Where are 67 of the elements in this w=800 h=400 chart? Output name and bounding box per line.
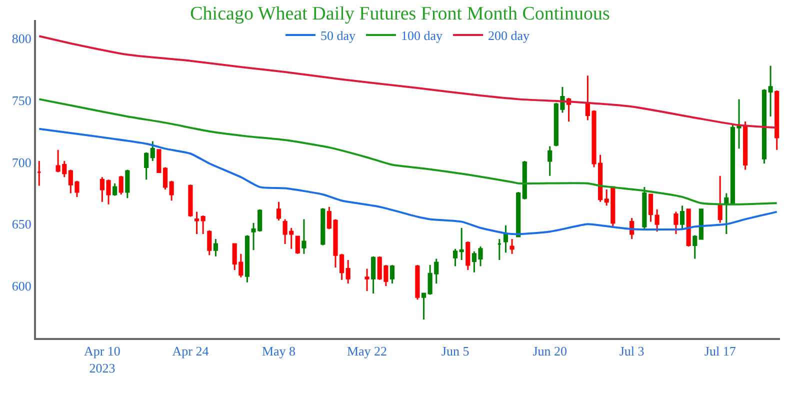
candlestick [194,211,200,235]
candlestick [516,191,521,238]
candlestick [415,264,420,300]
y-tick-label: 650 [12,216,32,232]
candlestick [421,292,426,320]
candlestick [774,90,780,151]
candlestick [144,152,149,180]
candlestick [125,168,130,199]
candlestick [718,175,722,224]
candlestick [692,234,698,260]
candlestick [452,248,458,267]
candlestick [680,204,685,230]
candlestick [642,186,647,230]
candlestick [648,194,654,222]
x-tick-label: Jun 20 [532,344,568,359]
candlestick [654,208,660,232]
candlestick [762,88,767,164]
candlestick [156,149,162,173]
x-tick-label: Jun 5 [441,344,470,359]
candlestick [200,214,206,235]
y-tick-label: 800 [12,31,32,46]
candlestick [169,180,174,202]
candlestick [686,208,691,248]
candlestick [522,160,527,200]
candlestick [510,238,514,255]
candlestick [743,120,748,170]
candlestick [768,65,773,118]
x-tick-label: May 8 [262,344,296,359]
chart-title: Chicago Wheat Daily Futures Front Month Continuous [190,3,610,24]
x-tick-label: Jul 3 [619,344,644,359]
legend-label: 50 day [320,28,356,44]
candlestick [112,182,118,196]
candlestick [162,166,168,190]
candlestick [150,140,155,162]
candlestick [674,211,678,235]
x-tick-label: Apr 10 2023 [84,344,120,376]
x-tick-label: Jul 17 [704,344,736,359]
y-tick-label: 750 [12,92,32,108]
candlestick [36,160,42,187]
candlestick [459,227,464,261]
candlestick [371,256,376,294]
candlestick [244,234,250,284]
x-tick-label: May 22 [346,344,388,359]
candlestick [207,230,212,256]
candlestick [390,264,395,284]
y-tick-label: 600 [12,278,32,294]
candlestick [548,145,552,177]
candlestick [118,175,124,196]
y-tick-label: 700 [12,154,32,170]
candlestick [724,192,729,235]
line-series [38,128,778,236]
candlestick [213,238,218,258]
line-series [38,98,778,206]
candlestick [276,201,282,222]
candlestick [497,238,502,261]
candlestick [364,268,370,292]
x-tick-label: Apr 24 [172,344,210,359]
candlestick [295,236,300,255]
candlestick [188,184,193,218]
legend-label: 200 day [488,28,530,44]
candlestick [302,218,306,255]
candlestick [698,208,704,240]
candlestick [320,207,326,246]
legend-label: 100 day [401,28,444,44]
candlestick [503,224,508,254]
candlestick [466,240,470,271]
candlestick [346,259,350,284]
